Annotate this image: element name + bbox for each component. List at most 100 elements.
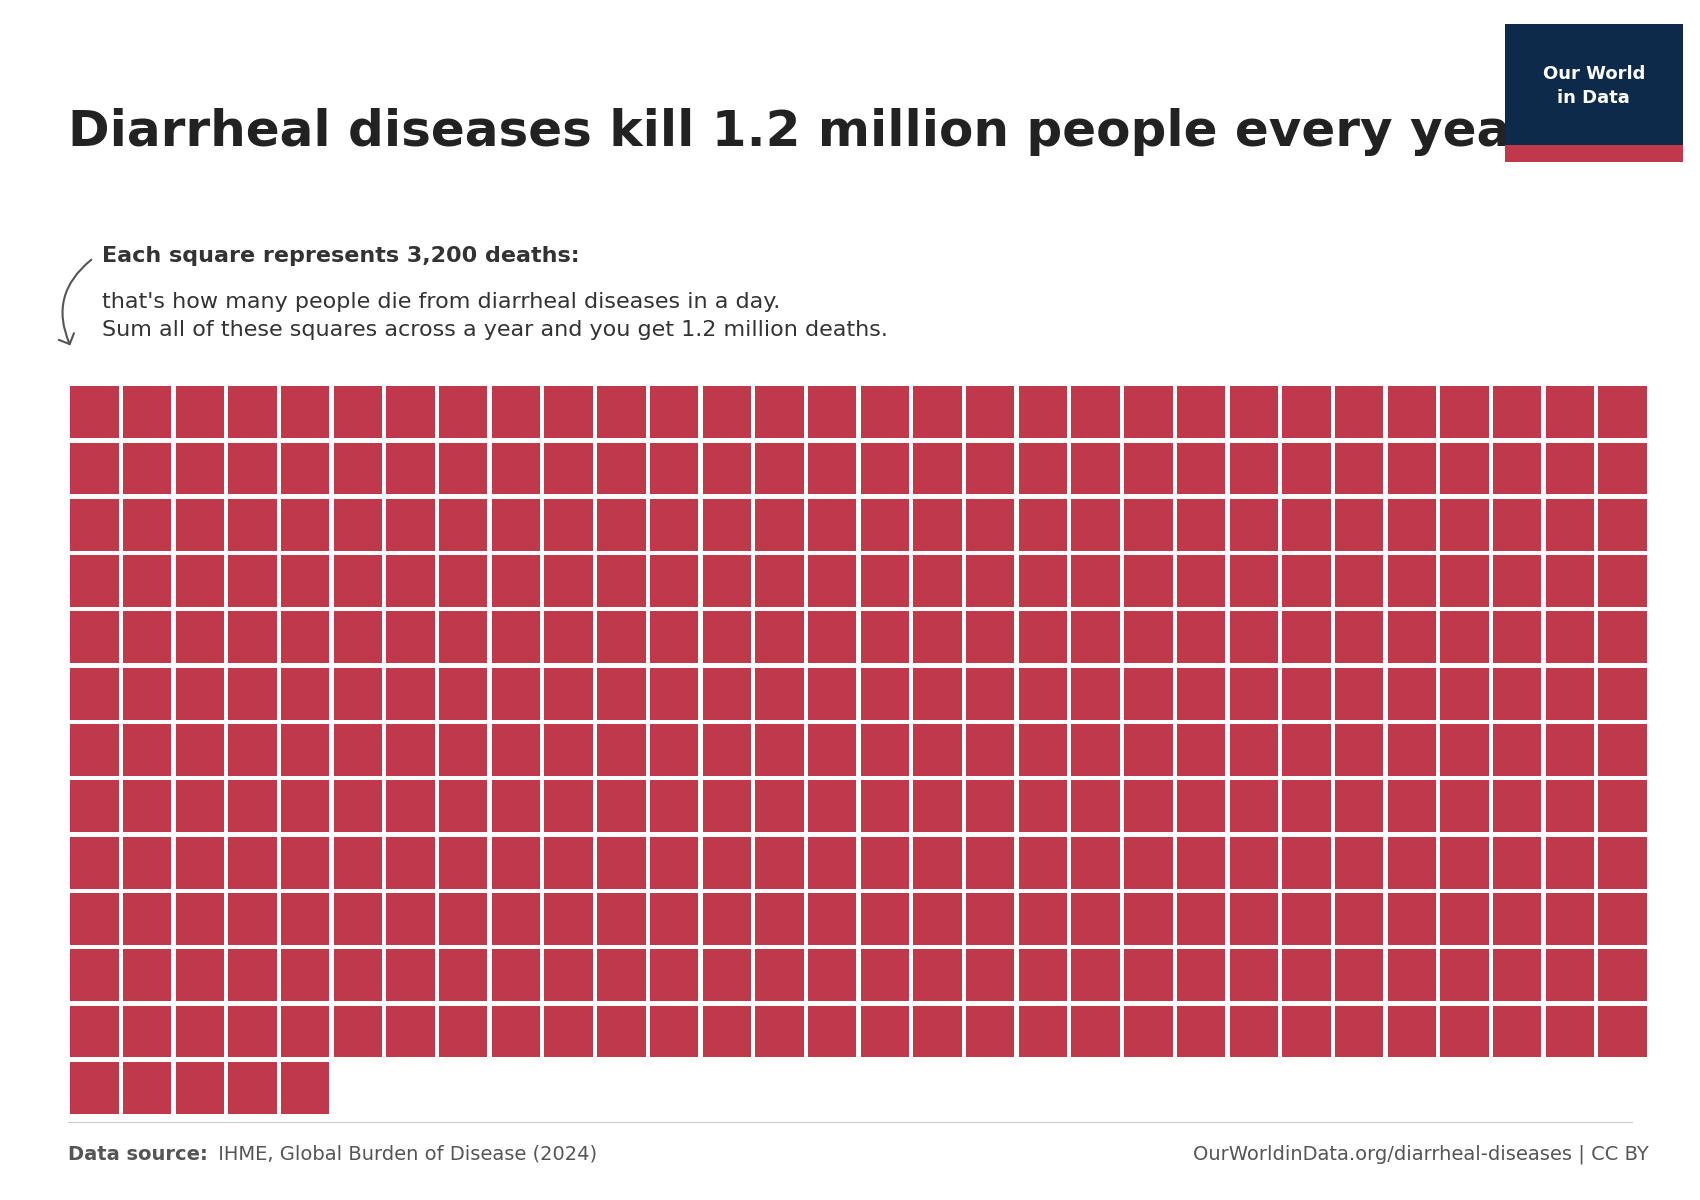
Bar — [1598, 893, 1647, 944]
Bar — [1598, 443, 1647, 494]
Bar — [491, 667, 541, 720]
Bar — [1176, 1006, 1226, 1057]
Bar — [333, 836, 382, 888]
Bar — [70, 1006, 119, 1057]
Bar — [860, 386, 910, 438]
Bar — [1018, 1006, 1068, 1057]
Bar — [597, 499, 646, 551]
Bar — [122, 836, 172, 888]
Bar — [1071, 612, 1120, 664]
Bar — [122, 499, 172, 551]
Bar — [1598, 556, 1647, 607]
Bar — [544, 780, 593, 833]
Bar — [808, 949, 857, 1001]
Bar — [122, 386, 172, 438]
Bar — [649, 780, 699, 833]
Bar — [1598, 386, 1647, 438]
Bar — [1282, 780, 1331, 833]
Bar — [860, 612, 910, 664]
Bar — [1387, 499, 1436, 551]
Bar — [386, 386, 435, 438]
Bar — [1545, 836, 1595, 888]
Bar — [702, 443, 751, 494]
Bar — [228, 893, 277, 944]
Bar — [544, 386, 593, 438]
Bar — [122, 893, 172, 944]
Bar — [1124, 836, 1173, 888]
Bar — [1018, 949, 1068, 1001]
Bar — [702, 724, 751, 776]
Bar — [808, 443, 857, 494]
Bar — [175, 556, 224, 607]
Bar — [1018, 780, 1068, 833]
Bar — [1018, 556, 1068, 607]
Bar — [1124, 780, 1173, 833]
Bar — [597, 1006, 646, 1057]
Bar — [913, 443, 962, 494]
Bar — [1440, 893, 1489, 944]
Bar — [175, 836, 224, 888]
Bar — [808, 836, 857, 888]
Bar — [597, 836, 646, 888]
Bar — [1124, 612, 1173, 664]
Bar — [702, 556, 751, 607]
Bar — [544, 724, 593, 776]
Bar — [1176, 556, 1226, 607]
Bar — [1493, 836, 1542, 888]
Bar — [439, 780, 488, 833]
Bar — [1493, 780, 1542, 833]
Bar — [1282, 556, 1331, 607]
Bar — [1387, 724, 1436, 776]
Bar — [597, 724, 646, 776]
Bar — [1598, 780, 1647, 833]
Bar — [702, 499, 751, 551]
Bar — [860, 556, 910, 607]
Bar — [1440, 724, 1489, 776]
Bar — [913, 386, 962, 438]
Bar — [439, 386, 488, 438]
Bar — [1071, 386, 1120, 438]
Bar — [1176, 499, 1226, 551]
Bar — [1124, 1006, 1173, 1057]
Bar — [808, 386, 857, 438]
Bar — [386, 724, 435, 776]
Bar — [280, 949, 330, 1001]
Bar — [386, 556, 435, 607]
Bar — [597, 949, 646, 1001]
Bar — [966, 386, 1015, 438]
Bar — [1229, 1006, 1278, 1057]
Bar — [1282, 1006, 1331, 1057]
Bar — [1071, 556, 1120, 607]
Bar — [1545, 949, 1595, 1001]
Bar — [755, 612, 804, 664]
Bar — [1387, 836, 1436, 888]
FancyBboxPatch shape — [1504, 24, 1683, 162]
Bar — [175, 612, 224, 664]
Bar — [544, 556, 593, 607]
Bar — [1229, 443, 1278, 494]
Bar — [439, 724, 488, 776]
Bar — [966, 556, 1015, 607]
Bar — [966, 612, 1015, 664]
Bar — [597, 443, 646, 494]
Bar — [1282, 386, 1331, 438]
Bar — [122, 443, 172, 494]
Bar — [1387, 667, 1436, 720]
FancyBboxPatch shape — [1504, 145, 1683, 162]
Bar — [1440, 667, 1489, 720]
Bar — [1440, 386, 1489, 438]
Bar — [228, 612, 277, 664]
Bar — [122, 612, 172, 664]
Bar — [1440, 556, 1489, 607]
Bar — [597, 893, 646, 944]
Bar — [228, 1006, 277, 1057]
Bar — [702, 612, 751, 664]
Bar — [175, 1062, 224, 1114]
Bar — [755, 893, 804, 944]
Bar — [386, 1006, 435, 1057]
Bar — [1334, 499, 1384, 551]
Bar — [1334, 386, 1384, 438]
Bar — [755, 724, 804, 776]
Bar — [966, 893, 1015, 944]
Bar — [1440, 949, 1489, 1001]
